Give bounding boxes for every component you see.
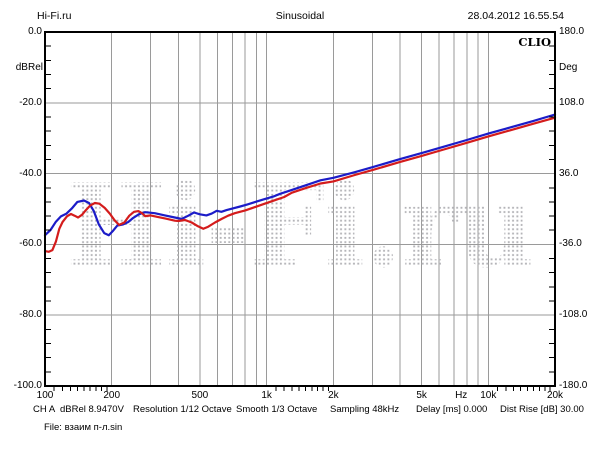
status-dist-rise: Dist Rise [dB] 30.00 [500,404,584,415]
header-site-label: Hi-Fi.ru [37,10,72,22]
y-left-tick--20.0: -20.0 [19,96,42,108]
clio-logo: CLIO [518,35,551,49]
y-right-tick-36.0: 36.0 [559,167,579,179]
y-left-unit-label: dBRel [15,62,43,73]
x-tick-2k: 2k [328,390,339,401]
status-smooth: Smooth 1/3 Octave [236,404,318,415]
curve-channel-a-red [43,116,557,253]
y-right-tick--180.0: -180.0 [559,380,588,391]
y-right-tick-108.0: 108.0 [559,96,585,108]
status-resolution: Resolution 1/12 Octave [133,404,232,415]
curve-channel-a-blue [43,113,557,237]
x-tick-100: 100 [36,390,54,401]
y-right-tick--108.0: -108.0 [559,309,588,321]
status-sampling: Sampling 48kHz [330,404,400,415]
y-right-unit-label: Deg [559,62,578,73]
y-right-tick-180.0: 180.0 [559,26,585,37]
status-delay: Delay [ms] 0.000 [416,404,488,415]
y-right-tick--36.0: -36.0 [559,238,582,250]
y-left-tick--60.0: -60.0 [19,238,42,250]
watermark-text: Hi-Fi.ru [66,159,534,293]
x-tick-20k: 20k [546,390,564,401]
status-channel: CH A [33,404,56,415]
x-tick-5k: 5k [416,390,427,401]
x-tick-Hz: Hz [455,390,468,401]
status-bar: CH A dBRel 8.9470V Resolution 1/12 Octav… [0,404,600,417]
plot-frame [44,31,556,387]
x-tick-500: 500 [191,390,209,401]
file-name-label: File: взаим п-л.sin [44,422,123,433]
y-left-tick--100.0: -100.0 [13,380,42,391]
y-left-tick-0.0: 0.0 [28,26,42,37]
status-level: dBRel 8.9470V [60,404,124,415]
header-measurement-title: Sinusoidal [275,10,325,22]
x-tick-10k: 10k [480,390,497,401]
header-datetime: 28.04.2012 16.55.54 [467,10,564,22]
y-left-tick--40.0: -40.0 [19,167,42,179]
x-tick-1k: 1k [261,390,272,401]
y-left-tick--80.0: -80.0 [19,309,42,321]
x-tick-200: 200 [103,390,121,401]
